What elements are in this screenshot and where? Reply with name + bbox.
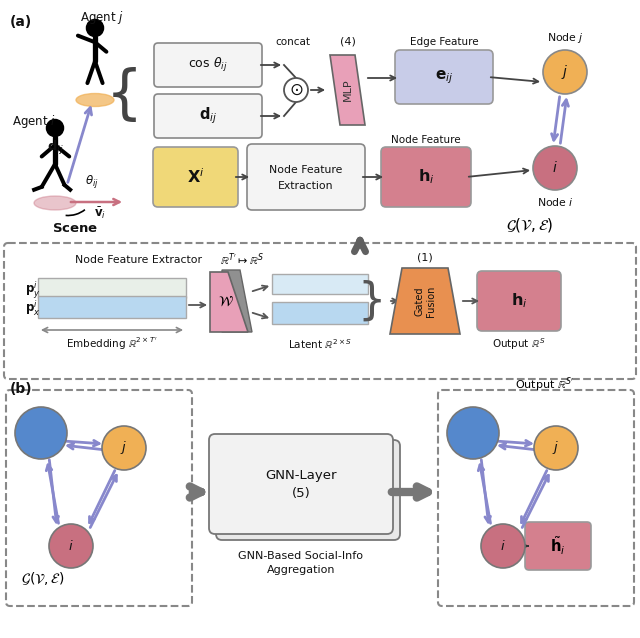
Bar [38,296,186,318]
Text: $\mathbf{Scene}$: $\mathbf{Scene}$ [52,221,98,235]
Text: (a): (a) [10,15,32,29]
Text: concat: concat [275,37,310,47]
Ellipse shape [34,196,76,210]
Text: Edge Feature: Edge Feature [410,37,478,47]
Text: $\odot$: $\odot$ [289,81,303,99]
Circle shape [102,426,146,470]
Text: $\mathbf{d}_{ij}$: $\mathbf{d}_{ij}$ [47,139,63,157]
Text: $j$: $j$ [552,440,559,457]
Text: $\mathbf{e}_{ij}$: $\mathbf{e}_{ij}$ [435,68,453,85]
Text: {: { [106,66,143,124]
FancyBboxPatch shape [154,94,262,138]
Text: (4): (4) [340,37,356,47]
Text: (1): (1) [417,253,433,263]
Text: $\mathcal{G}(\mathcal{V},\mathcal{E})$: $\mathcal{G}(\mathcal{V},\mathcal{E})$ [21,570,64,587]
FancyBboxPatch shape [438,390,634,606]
Text: Latent $\mathbb{R}^{2 \times S}$: Latent $\mathbb{R}^{2 \times S}$ [288,337,352,351]
Circle shape [447,407,499,459]
Text: $\mathbf{p}_y^i$: $\mathbf{p}_y^i$ [25,279,40,300]
FancyBboxPatch shape [153,147,238,207]
FancyBboxPatch shape [209,434,393,534]
Circle shape [86,19,104,36]
Circle shape [47,119,63,137]
Text: Agent $j$: Agent $j$ [80,10,124,27]
Text: Extraction: Extraction [278,181,333,191]
Text: }: } [358,279,386,322]
Text: $\mathbf{X}^i$: $\mathbf{X}^i$ [188,168,205,186]
FancyBboxPatch shape [4,243,636,379]
Text: MLP: MLP [343,78,353,101]
Text: Agent $i$: Agent $i$ [12,114,56,131]
Text: $j$: $j$ [561,63,569,81]
Circle shape [533,146,577,190]
FancyBboxPatch shape [477,271,561,331]
Polygon shape [222,270,252,332]
Text: $\mathbf{h}_i$: $\mathbf{h}_i$ [418,168,435,186]
Text: (b): (b) [10,382,33,396]
Text: $\theta_{ij}$: $\theta_{ij}$ [85,174,99,191]
Text: Gated
Fusion: Gated Fusion [414,285,436,316]
Text: $\bar{\mathbf{v}}_i$: $\bar{\mathbf{v}}_i$ [94,205,106,221]
Text: $j$: $j$ [120,440,127,457]
Circle shape [534,426,578,470]
Bar [38,278,186,298]
Text: $\mathbf{d}_{ij}$: $\mathbf{d}_{ij}$ [199,106,217,126]
Text: (5): (5) [292,487,310,500]
Text: $\mathcal{G}(\mathcal{V},\mathcal{E})$: $\mathcal{G}(\mathcal{V},\mathcal{E})$ [506,216,554,234]
Text: GNN-Based Social-Info: GNN-Based Social-Info [239,551,364,561]
FancyBboxPatch shape [381,147,471,207]
Ellipse shape [76,94,114,107]
Text: Node $i$: Node $i$ [536,196,573,208]
Polygon shape [210,272,248,332]
Text: $\mathbf{h}_i$: $\mathbf{h}_i$ [511,292,527,310]
Text: Node Feature Extractor: Node Feature Extractor [75,255,202,265]
Circle shape [284,78,308,102]
Text: Aggregation: Aggregation [267,565,335,575]
Circle shape [481,524,525,568]
Text: $i$: $i$ [500,539,506,553]
Text: Embedding $\mathbb{R}^{2 \times T^{\prime}}$: Embedding $\mathbb{R}^{2 \times T^{\prim… [66,336,158,352]
Bar [272,274,368,294]
Bar [272,302,368,324]
FancyBboxPatch shape [247,144,365,210]
Text: Node Feature: Node Feature [391,135,461,145]
Text: $\cos\,\theta_{ij}$: $\cos\,\theta_{ij}$ [188,56,228,74]
Polygon shape [390,268,460,334]
Circle shape [15,407,67,459]
Text: Output $\mathbb{R}^{S^{\prime}}$: Output $\mathbb{R}^{S^{\prime}}$ [515,376,575,394]
FancyBboxPatch shape [216,440,400,540]
FancyBboxPatch shape [154,43,262,87]
Text: Node $j$: Node $j$ [547,31,584,45]
Text: $i$: $i$ [552,161,558,175]
Text: $\mathcal{W}$: $\mathcal{W}$ [218,295,234,309]
Polygon shape [330,55,365,125]
Circle shape [543,50,587,94]
Text: $\mathbf{p}_x^i$: $\mathbf{p}_x^i$ [25,299,40,318]
Text: $\mathbb{R}^{T^{\prime}} \mapsto \mathbb{R}^{S}$: $\mathbb{R}^{T^{\prime}} \mapsto \mathbb… [220,252,264,268]
Text: GNN-Layer: GNN-Layer [265,470,337,482]
Text: $i$: $i$ [68,539,74,553]
Text: Node Feature: Node Feature [269,165,342,175]
Circle shape [49,524,93,568]
Text: Output $\mathbb{R}^{S}$: Output $\mathbb{R}^{S}$ [492,336,546,352]
FancyBboxPatch shape [6,390,192,606]
FancyBboxPatch shape [395,50,493,104]
FancyBboxPatch shape [525,522,591,570]
Text: $\tilde{\mathbf{h}}_i$: $\tilde{\mathbf{h}}_i$ [550,535,566,557]
